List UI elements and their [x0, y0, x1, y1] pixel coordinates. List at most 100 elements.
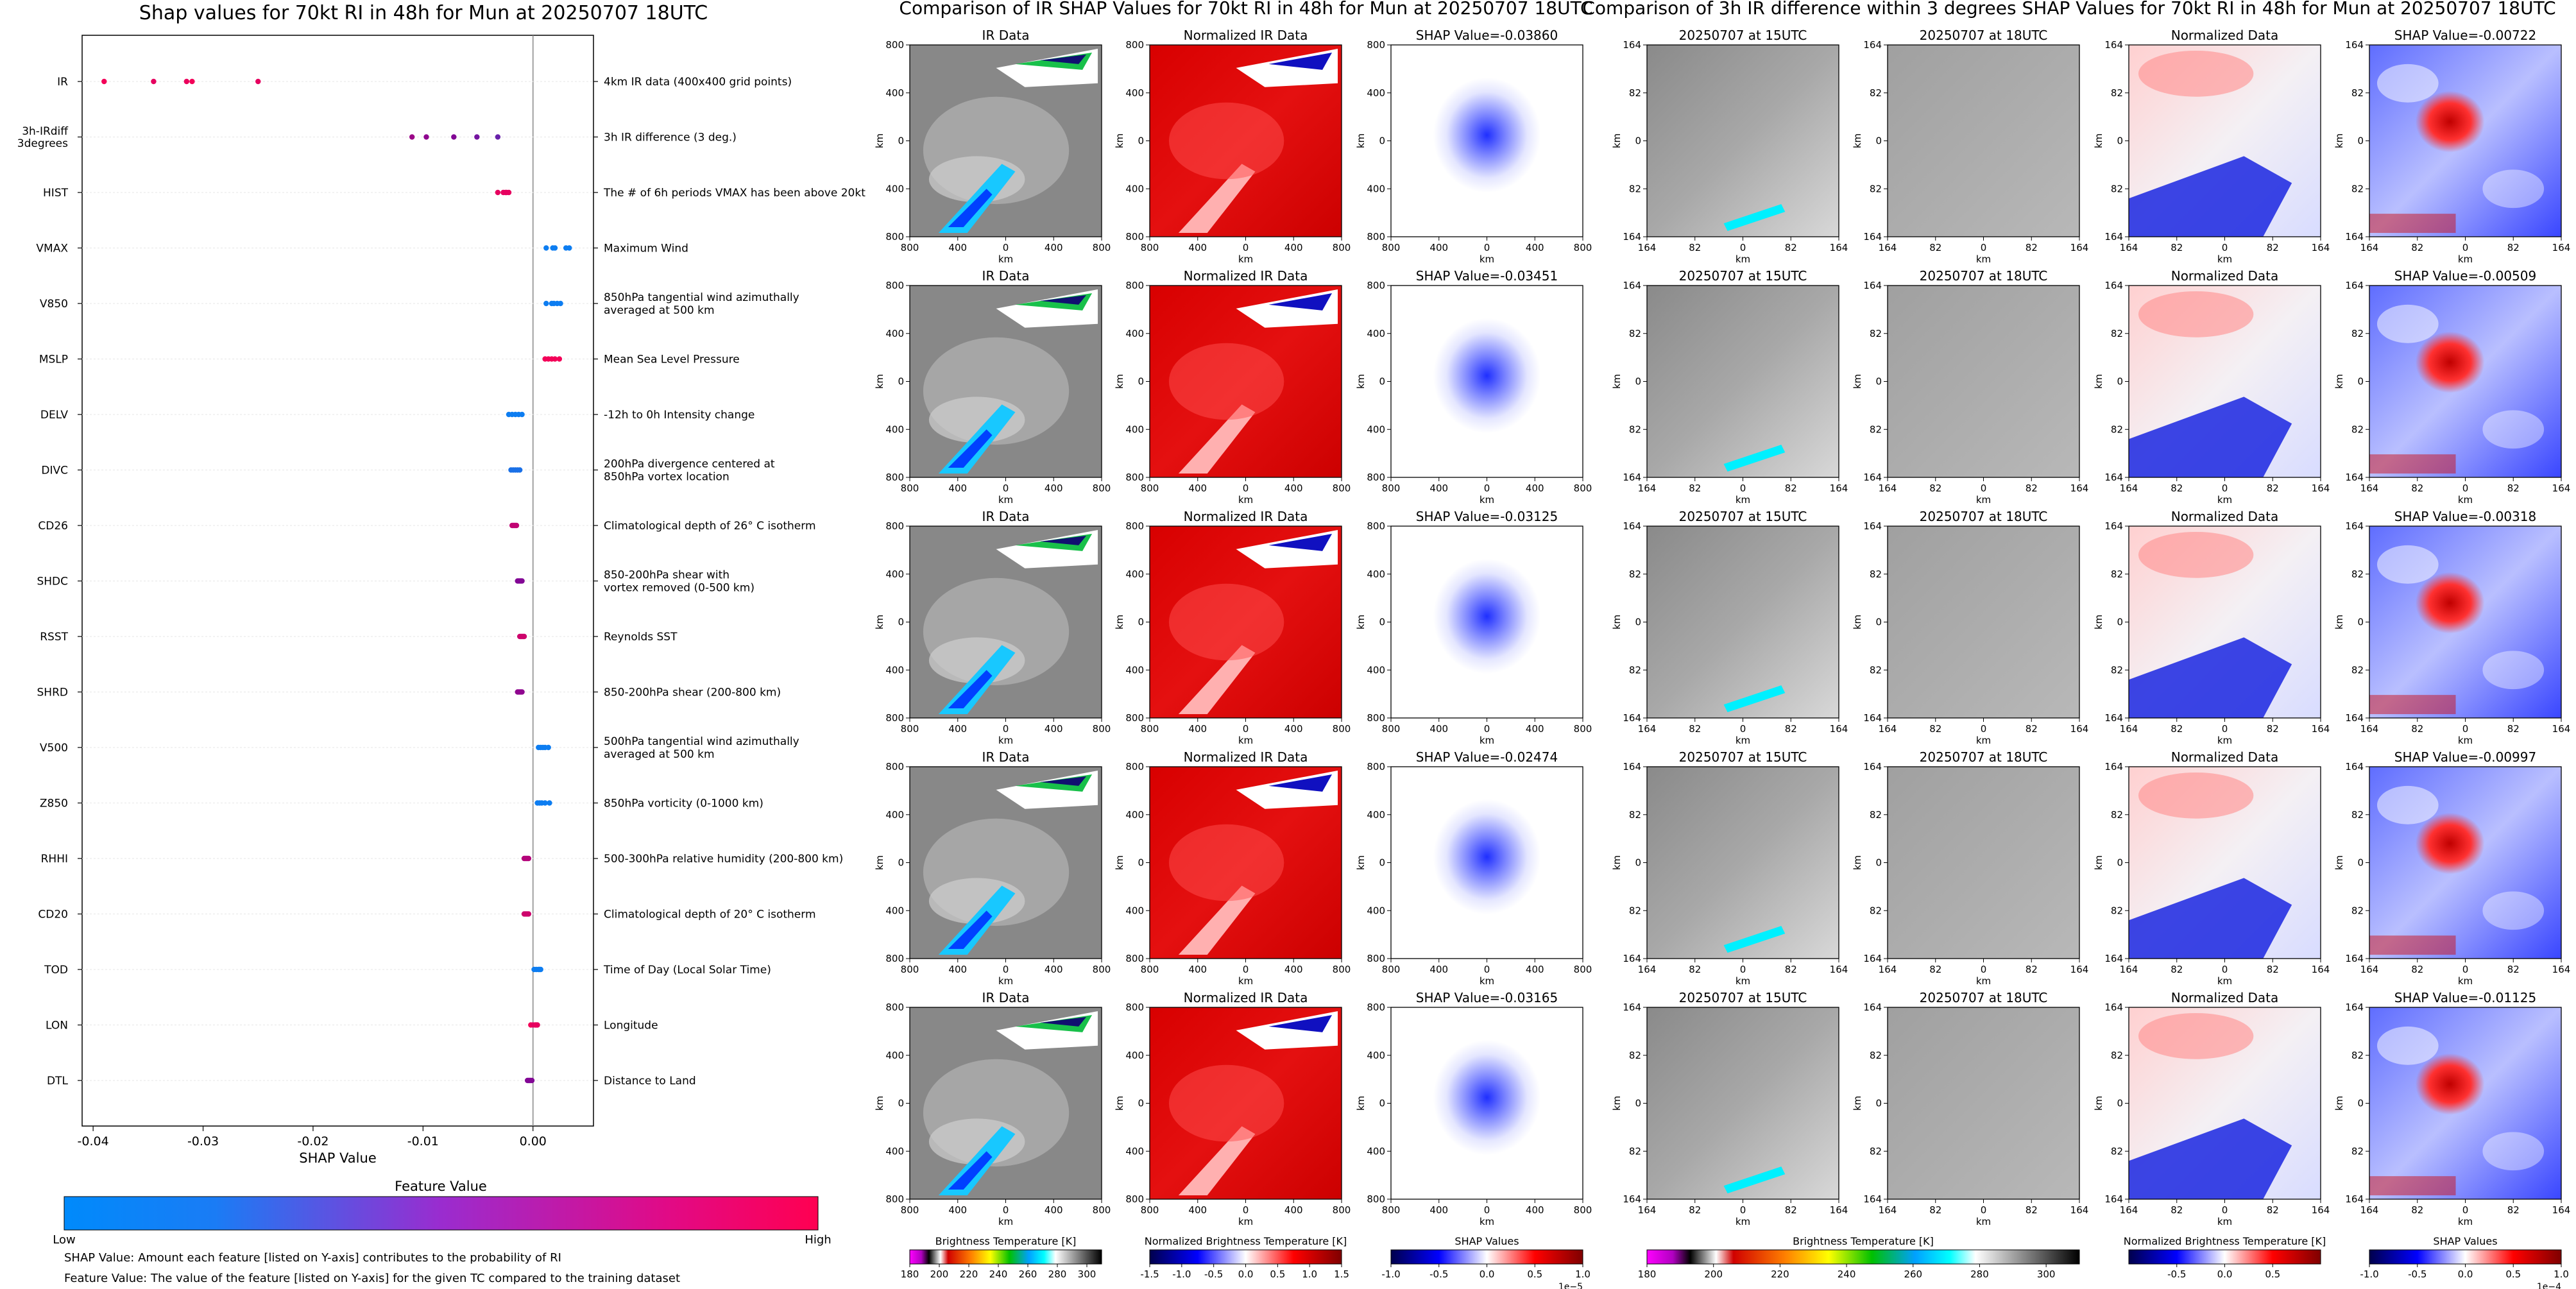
cold-band — [1723, 445, 1786, 472]
norm-swirl — [1168, 343, 1284, 420]
neutral-patch — [2482, 651, 2545, 690]
x-tick-label: 164 — [1830, 482, 1848, 494]
x-tick-label: 0 — [1243, 964, 1249, 975]
cold-band — [1723, 1166, 1786, 1194]
x-tick-label: 82 — [2507, 482, 2520, 494]
shap-point — [543, 245, 549, 251]
y-tick-label: 82 — [2351, 568, 2364, 580]
x-tick-label: 82 — [2507, 964, 2520, 975]
y-tick-label: 800 — [1125, 1002, 1144, 1013]
y-tick-label: 164 — [1623, 761, 1641, 773]
positive-region — [2138, 291, 2254, 337]
x-tick-label: 82 — [1929, 964, 1941, 975]
x-tick-label: 400 — [1045, 964, 1063, 975]
x-axis-label: km — [2217, 494, 2232, 506]
y-tick-label: 400 — [1125, 87, 1144, 99]
y-tick-label: 164 — [1623, 231, 1641, 243]
y-tick-label: 82 — [1870, 1050, 1882, 1061]
y-axis-label: km — [1611, 1096, 1623, 1111]
diff-shap-panel-title: SHAP Value=-0.00509 — [2394, 268, 2536, 284]
x-tick-label: 0 — [1740, 964, 1746, 975]
y-tick-label: 164 — [1863, 472, 1882, 483]
y-tick-label: 164 — [2104, 520, 2123, 532]
x-tick-label: 164 — [2360, 242, 2379, 253]
x-tick-label: 164 — [2552, 482, 2571, 494]
shap-point — [495, 189, 501, 196]
normalized-ir-panel-title: Normalized IR Data — [1184, 749, 1308, 765]
y-tick-label: 400 — [885, 568, 904, 580]
x-tick-label: 0 — [1740, 482, 1746, 494]
y-axis-label: km — [1611, 374, 1623, 389]
x-tick-label: 82 — [2171, 964, 2183, 975]
x-tick-label: 400 — [1429, 723, 1448, 735]
y-axis-label: km — [2333, 615, 2345, 629]
y-tick-label: 82 — [2351, 664, 2364, 676]
y-tick-label: 400 — [1367, 905, 1385, 916]
y-tick-label: 0 — [2357, 135, 2364, 147]
norm-cold-core — [1268, 52, 1333, 70]
x-tick-label: 800 — [901, 723, 919, 735]
colorbar-tick-label: 0.5 — [1527, 1268, 1542, 1280]
norm-swirl — [1168, 583, 1284, 661]
positive-shap-blob — [2415, 90, 2485, 153]
norm-cold-core — [1268, 774, 1333, 792]
x-tick-label: 0 — [1740, 1204, 1746, 1216]
colorbar-label: SHAP Values — [2433, 1235, 2497, 1247]
x-tick-label: 82 — [2411, 964, 2423, 975]
y-axis-label: km — [874, 374, 885, 389]
x-axis-label: km — [1480, 975, 1494, 987]
shap-point — [552, 245, 558, 251]
colorbar-tick-label: -1.0 — [1172, 1268, 1191, 1280]
feature-code-label: V850 — [40, 298, 68, 311]
x-tick-label: 164 — [2360, 964, 2379, 975]
feature-description-label: Climatological depth of 20° C isotherm — [604, 909, 816, 921]
y-tick-label: 400 — [885, 1050, 904, 1061]
y-axis-label: km — [2093, 855, 2104, 870]
x-tick-label: 400 — [1526, 1204, 1544, 1216]
feature-code-label: DIVC — [41, 465, 68, 477]
y-tick-label: 164 — [1623, 712, 1641, 724]
y-tick-label: 400 — [1125, 1145, 1144, 1157]
y-tick-label: 82 — [1870, 423, 1882, 435]
y-tick-label: 0 — [898, 857, 904, 869]
y-tick-label: 0 — [1138, 376, 1144, 388]
colorbar — [2128, 1249, 2321, 1265]
x-tick-label: 164 — [2070, 242, 2089, 253]
x-tick-label: 400 — [1429, 242, 1448, 253]
colorbar-tick-label: 0.0 — [1238, 1268, 1254, 1280]
negative-region — [2129, 878, 2292, 959]
norm-band — [1178, 885, 1256, 955]
x-tick-label: 82 — [1689, 482, 1701, 494]
y-tick-label: 0 — [898, 1098, 904, 1109]
x-tick-label: 800 — [1574, 964, 1592, 975]
y-tick-label: 164 — [2104, 280, 2123, 291]
x-tick-label: 82 — [2171, 723, 2183, 735]
t2-panel-title: 20250707 at 18UTC — [1920, 509, 2048, 524]
colorbar-label: Brightness Temperature [K] — [935, 1235, 1077, 1247]
convective-core — [948, 910, 993, 950]
y-tick-label: 82 — [1629, 905, 1641, 916]
y-axis-label: km — [874, 855, 885, 870]
y-tick-label: 0 — [2117, 617, 2123, 628]
y-tick-label: 800 — [1125, 761, 1144, 773]
y-tick-label: 400 — [1367, 1145, 1385, 1157]
y-tick-label: 82 — [1629, 664, 1641, 676]
x-tick-label: 82 — [1785, 242, 1797, 253]
x-tick-label: 400 — [1526, 482, 1544, 494]
feature-description-label: 850hPa tangential wind azimuthally averag… — [604, 291, 799, 317]
y-tick-label: 800 — [1367, 280, 1385, 291]
y-tick-label: 0 — [1875, 1098, 1882, 1109]
x-tick-label: 0 — [2462, 242, 2469, 253]
x-tick-label: 800 — [901, 242, 919, 253]
shap-point — [525, 855, 532, 862]
y-tick-label: 164 — [2345, 953, 2364, 964]
x-tick-label: 0 — [2222, 482, 2228, 494]
y-tick-label: 164 — [1623, 280, 1641, 291]
y-tick-label: 0 — [1635, 376, 1641, 388]
y-tick-label: 0 — [1635, 857, 1641, 869]
y-tick-label: 400 — [885, 87, 904, 99]
x-tick-label: 0 — [1484, 964, 1490, 975]
x-tick-label: 164 — [2070, 723, 2089, 735]
y-tick-label: 0 — [1875, 135, 1882, 147]
y-tick-label: 0 — [2117, 135, 2123, 147]
